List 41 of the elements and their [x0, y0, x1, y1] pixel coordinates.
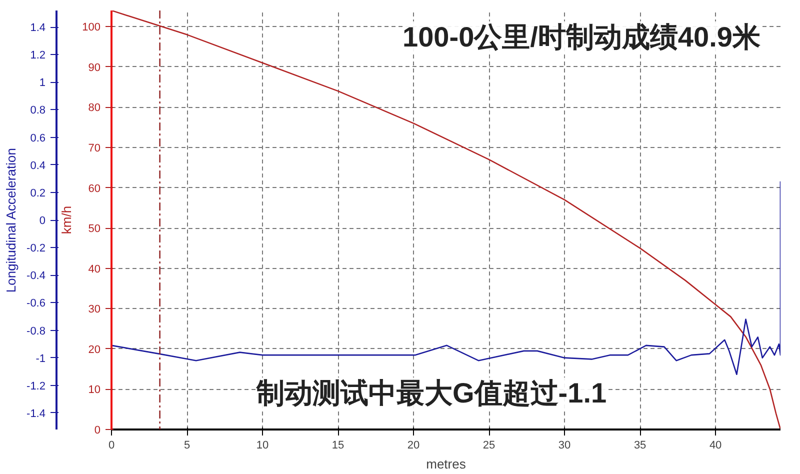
line-series [112, 180, 780, 376]
x-axis-title: metres [426, 456, 466, 472]
x-tick-label: 25 [482, 440, 496, 452]
y2-tick-label: -1.4 [26, 408, 46, 420]
y2-tick-label: -1 [36, 352, 46, 365]
y2-tick-label: -0.8 [26, 325, 46, 338]
y-tick-label: 40 [88, 263, 101, 276]
x-tick-label: 35 [634, 440, 646, 452]
y2-tick-label: 0 [39, 215, 46, 227]
y2-axis-title: Longitudinal Acceleration [4, 148, 19, 293]
y2-tick-label: -0.4 [26, 270, 46, 282]
y2-tick-label: -1.2 [26, 380, 46, 392]
y-tick-label: 90 [88, 62, 101, 74]
y2-tick-label: 1.4 [30, 22, 46, 34]
y-tick-label: 50 [88, 223, 101, 236]
y2-tick-label: 0.4 [30, 160, 46, 172]
x-tick-label: 20 [407, 440, 420, 452]
y2-tick-label: 1.2 [30, 50, 46, 62]
y-tick-label: 20 [88, 344, 101, 356]
annotation: 制动测试中最大G值超过-1.1 [256, 378, 607, 409]
x-tick-label: 30 [558, 440, 571, 452]
y2-tick-label: -0.6 [26, 298, 46, 310]
y-tick-label: 100 [82, 22, 101, 34]
x-tick-label: 5 [184, 440, 190, 452]
y-tick-label: 60 [88, 182, 101, 195]
y2-tick-label: 1 [39, 77, 46, 90]
y2-tick-label: 0.8 [30, 104, 46, 117]
y-axis-title: km/h [59, 206, 74, 234]
y2-tick-label: 0.6 [30, 132, 46, 144]
x-tick-label: 15 [332, 440, 344, 452]
annotation: 100-0公里/时制动成绩40.9米 [402, 21, 760, 52]
y-tick-label: 0 [94, 424, 101, 436]
y-tick-label: 10 [88, 384, 101, 396]
y2-tick-label: 0.2 [30, 187, 46, 200]
y-tick-label: 30 [88, 304, 101, 316]
x-tick-label: 0 [108, 440, 115, 452]
y-tick-label: 80 [88, 102, 101, 114]
x-tick-label: 40 [709, 440, 722, 452]
y2-tick-label: -0.2 [26, 242, 46, 255]
y-tick-label: 70 [88, 142, 101, 154]
x-tick-label: 10 [256, 440, 269, 452]
